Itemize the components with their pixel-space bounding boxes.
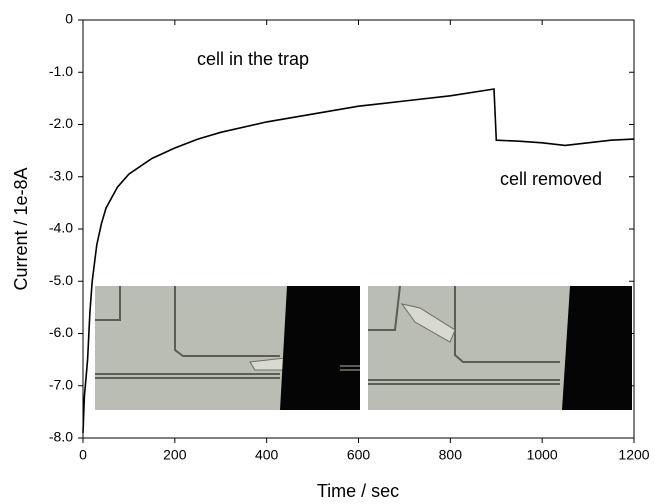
inset-left-channel-right xyxy=(340,365,360,371)
y-axis-label: Current / 1e-8A xyxy=(11,167,31,290)
y-tick-label: 0 xyxy=(65,11,73,27)
y-tick-label: -8.0 xyxy=(49,429,73,445)
inset-right-channels xyxy=(368,285,632,385)
annotation: cell removed xyxy=(500,169,602,189)
x-axis-label: Time / sec xyxy=(317,481,399,501)
x-tick-label: 400 xyxy=(255,447,279,463)
x-tick-label: 200 xyxy=(163,447,187,463)
inset-images xyxy=(95,285,632,410)
inset-right-cell xyxy=(400,303,456,343)
inset-left-bar xyxy=(280,286,360,410)
annotation: cell in the trap xyxy=(197,49,309,69)
inset-left-channels xyxy=(95,286,280,379)
inset-right-bar xyxy=(562,286,632,410)
y-tick-label: -5.0 xyxy=(49,272,73,288)
x-tick-label: 0 xyxy=(79,447,87,463)
y-tick-label: -4.0 xyxy=(49,220,73,236)
data-line xyxy=(82,88,635,433)
y-tick-label: -2.0 xyxy=(49,115,73,131)
x-tick-label: 800 xyxy=(439,447,463,463)
x-tick-label: 1200 xyxy=(618,447,649,463)
y-tick-label: -7.0 xyxy=(49,376,73,392)
y-tick-label: -6.0 xyxy=(49,324,73,340)
y-tick-label: -3.0 xyxy=(49,167,73,183)
y-tick-label: -1.0 xyxy=(49,63,73,79)
x-tick-label: 1000 xyxy=(527,447,558,463)
x-tick-label: 600 xyxy=(347,447,371,463)
